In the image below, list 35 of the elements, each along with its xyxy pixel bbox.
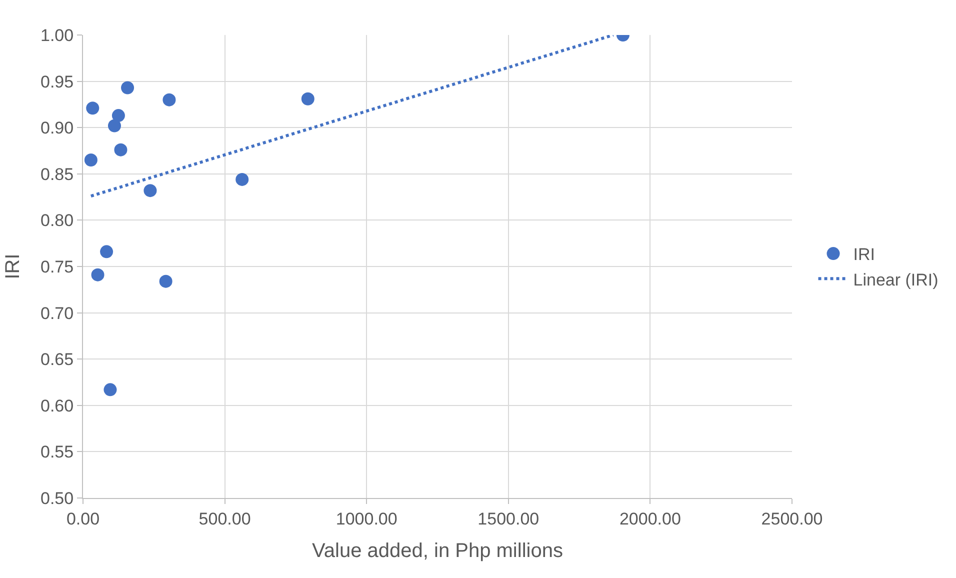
x-tick-label: 0.00 xyxy=(66,509,100,528)
x-axis-title: Value added, in Php millions xyxy=(312,540,563,562)
point xyxy=(159,274,172,288)
point xyxy=(114,143,128,156)
y-tick-label: 0.75 xyxy=(40,257,74,276)
point xyxy=(144,184,157,198)
point xyxy=(104,383,117,396)
y-tick-label: 0.60 xyxy=(40,396,74,416)
point xyxy=(301,92,314,106)
x-tick-label: 2000.00 xyxy=(619,509,681,528)
y-tick-label: 0.50 xyxy=(40,488,74,508)
point xyxy=(162,93,176,106)
point xyxy=(86,102,100,115)
y-tick-label: 0.95 xyxy=(40,72,74,92)
legend-label: IRI xyxy=(853,245,876,264)
y-tick-label: 0.55 xyxy=(40,442,74,462)
point xyxy=(91,268,104,282)
y-tick-label: 0.80 xyxy=(40,211,74,230)
legend-label: Linear (IRI) xyxy=(853,270,938,290)
y-tick-label: 0.70 xyxy=(40,304,74,323)
y-tick-label: 0.65 xyxy=(40,350,74,370)
x-tick-label: 1000.00 xyxy=(336,509,398,528)
y-axis-title: IRI xyxy=(2,254,24,280)
point xyxy=(100,245,114,258)
point xyxy=(112,109,125,122)
x-tick-label: 2500.00 xyxy=(761,509,823,528)
x-tick-label: 1500.00 xyxy=(478,509,540,528)
point xyxy=(236,172,249,186)
point xyxy=(108,119,121,132)
x-tick-label: 500.00 xyxy=(198,509,251,528)
y-tick-label: 0.85 xyxy=(40,164,74,184)
y-tick-label: 0.90 xyxy=(40,118,74,138)
point xyxy=(84,154,98,167)
point xyxy=(121,81,134,94)
y-tick-label: 1.00 xyxy=(40,26,74,45)
